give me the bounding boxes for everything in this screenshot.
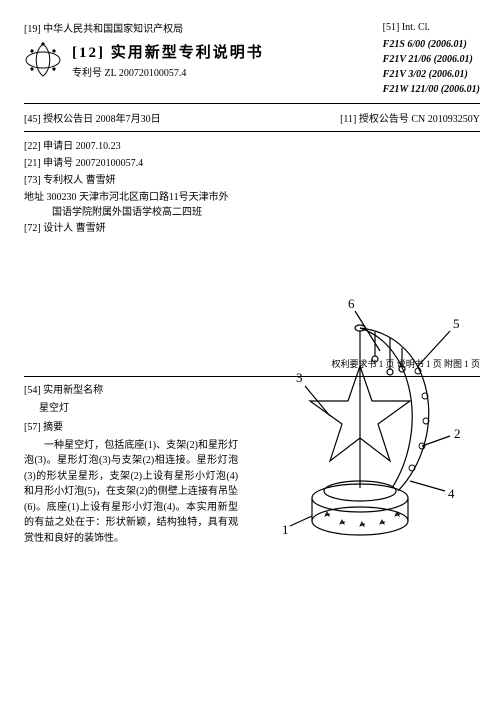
patent-no-value: ZL 200720100057.4 (105, 68, 187, 79)
abstract-label: [57] 摘要 (24, 420, 238, 436)
pub-row: [45] 授权公告日 2008年7月30日 [11] 授权公告号 CN 2010… (24, 110, 480, 125)
callout-5: 5 (453, 316, 460, 331)
ipc-code-3: F21W 121/00 (2006.01) (383, 82, 480, 97)
biblio-right (283, 138, 480, 237)
divider-1 (24, 103, 480, 104)
name-value: 星空灯 (39, 401, 238, 417)
callout-2: 2 (454, 426, 461, 441)
f73-row: [73] 专利权人 曹雪妍 (24, 172, 265, 189)
header-left: [19] 中华人民共和国国家知识产权局 (24, 20, 264, 79)
f73-value: 曹雪妍 (86, 175, 116, 186)
ipc-code-1: F21V 21/06 (2006.01) (383, 52, 480, 67)
ipc-code-2: F21V 3/02 (2006.01) (383, 67, 480, 82)
f22-label: [22] 申请日 (24, 138, 73, 155)
ipc-code-0: F21S 6/00 (2006.01) (383, 37, 480, 52)
f45-label: [45] 授权公告日 (24, 114, 93, 125)
f21-value: 200720100057.4 (76, 158, 144, 169)
header-row: [19] 中华人民共和国国家知识产权局 (24, 20, 480, 97)
lower-section: [54] 实用新型名称 星空灯 [57] 摘要 一种星空灯，包括底座(1)、支架… (24, 383, 480, 546)
f72-row: [72] 设计人 曹雪妍 (24, 220, 265, 237)
abstract-column: [54] 实用新型名称 星空灯 [57] 摘要 一种星空灯，包括底座(1)、支架… (24, 383, 238, 546)
callout-1: 1 (282, 522, 289, 537)
biblio-section: [22] 申请日 2007.10.23 [21] 申请号 20072010005… (24, 138, 480, 237)
f22-row: [22] 申请日 2007.10.23 (24, 138, 265, 155)
f22-value: 2007.10.23 (76, 141, 121, 152)
f21-label: [21] 申请号 (24, 155, 73, 172)
figure-column: 1 2 3 4 5 6 (248, 383, 480, 546)
biblio-left: [22] 申请日 2007.10.23 [21] 申请号 20072010005… (24, 138, 265, 237)
addr-row: 地址 300230 天津市河北区南口路11号天津市外 (24, 189, 265, 206)
ipc-block: [51] Int. Cl. F21S 6/00 (2006.01) F21V 2… (383, 20, 480, 97)
figure-drawing: 1 2 3 4 5 6 (250, 266, 480, 546)
f11-label: [11] 授权公告号 (340, 114, 409, 125)
patent-no-label: 专利号 (72, 68, 102, 79)
logo-title-block: [12] 实用新型专利说明书 专利号 ZL 200720100057.4 (24, 41, 264, 79)
patent-number-line: 专利号 ZL 200720100057.4 (72, 64, 264, 79)
doc-type-title: [12] 实用新型专利说明书 (72, 41, 264, 62)
authority-line: [19] 中华人民共和国国家知识产权局 (24, 20, 264, 35)
f72-label: [72] 设计人 (24, 220, 73, 237)
sipo-logo-icon (24, 41, 62, 79)
callout-3: 3 (296, 370, 303, 385)
callout-4: 4 (448, 486, 455, 501)
f45-value: 2008年7月30日 (96, 114, 161, 125)
name-label: [54] 实用新型名称 (24, 383, 238, 399)
ipc-label: [51] Int. Cl. (383, 20, 480, 35)
f11-block: [11] 授权公告号 CN 201093250Y (340, 110, 480, 125)
f72-value: 曹雪妍 (76, 223, 106, 234)
f21-row: [21] 申请号 200720100057.4 (24, 155, 265, 172)
f11-value: CN 201093250Y (411, 114, 480, 125)
callout-6: 6 (348, 296, 355, 311)
abstract-body: 一种星空灯，包括底座(1)、支架(2)和星形灯泡(3)。星形灯泡(3)与支架(2… (24, 438, 238, 547)
addr-value-1: 300230 天津市河北区南口路11号天津市外 (47, 192, 229, 203)
patent-page: [19] 中华人民共和国国家知识产权局 (0, 0, 504, 713)
f45-block: [45] 授权公告日 2008年7月30日 (24, 110, 161, 125)
divider-2 (24, 131, 480, 132)
title-block: [12] 实用新型专利说明书 专利号 ZL 200720100057.4 (72, 41, 264, 79)
addr-label: 地址 (24, 189, 44, 206)
addr-value-2: 国语学院附属外国语学校高二四班 (24, 206, 265, 220)
f73-label: [73] 专利权人 (24, 172, 83, 189)
abstract-text: 一种星空灯，包括底座(1)、支架(2)和星形灯泡(3)。星形灯泡(3)与支架(2… (24, 438, 238, 547)
